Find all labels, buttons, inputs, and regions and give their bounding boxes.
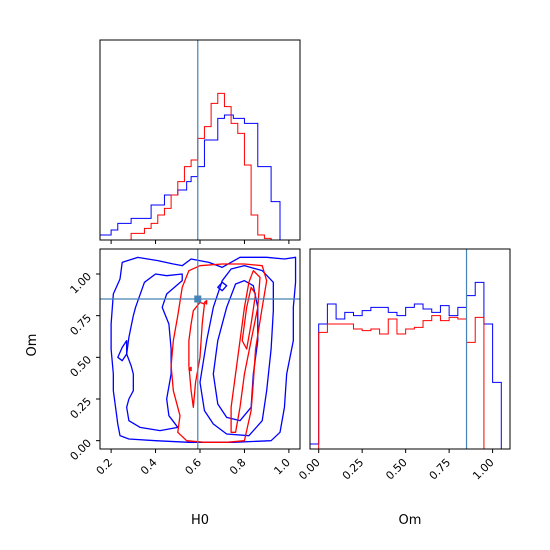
- contour-y-tick-label-4: 1.00: [68, 270, 95, 297]
- x-axis-label-h0: H0: [191, 513, 209, 528]
- om-hist-x-tick-label-2: 0.50: [383, 456, 410, 483]
- y-axis-label-om: Om: [25, 334, 40, 357]
- x-axis-label-om: Om: [399, 513, 422, 528]
- red-contour-9: [241, 286, 257, 350]
- blue-contour-3: [199, 265, 274, 437]
- h0-histogram-frame: [99, 39, 301, 241]
- contour-y-tick-label-2: 0.50: [68, 353, 95, 380]
- red-histogram-series-h0: [100, 92, 300, 241]
- h0-histogram-panel: [99, 39, 301, 244]
- red-contour-10: [188, 366, 192, 372]
- blue-histogram-series-h0: [99, 114, 300, 241]
- blue-contour-2: [117, 340, 128, 362]
- blue-contour-0: [110, 256, 297, 443]
- om-hist-x-tick-label-4: 1.00: [470, 456, 497, 483]
- om-histogram-panel: 0.00 0.25 0.50 0.75 1.00: [296, 248, 511, 483]
- contour-y-tick-label-0: 0.00: [68, 437, 95, 464]
- contour-x-tick-label-2: 0.6: [183, 456, 205, 478]
- contour-y-tick-label-3: 0.75: [68, 312, 95, 339]
- blue-histogram-series-om: [309, 281, 510, 450]
- red-contour-11: [203, 300, 208, 305]
- blue-contour-5: [217, 281, 228, 292]
- contour-x-tick-label-1: 0.4: [138, 456, 160, 478]
- contour-x-tick-label-4: 1.0: [271, 456, 293, 478]
- h0-om-contour-panel: 0.2 0.4 0.6 0.8 1.0 0.00 0.25 0.50 0.75 1.00: [68, 248, 301, 478]
- red-contour-6: [170, 263, 268, 443]
- red-histogram-series-om: [310, 315, 493, 450]
- red-contour-8: [230, 270, 261, 433]
- contour-x-tick-label-0: 0.2: [94, 456, 116, 478]
- red-contour-7: [188, 301, 206, 408]
- om-hist-x-tick-label-1: 0.25: [340, 456, 367, 483]
- om-hist-x-tick-label-3: 0.75: [427, 456, 454, 483]
- contour-y-tick-label-1: 0.25: [68, 395, 95, 422]
- om-hist-x-tick-label-0: 0.00: [296, 456, 323, 483]
- blue-contour-4: [212, 280, 259, 422]
- om-histogram-frame: [309, 248, 511, 450]
- contour-x-tick-label-3: 0.8: [227, 456, 249, 478]
- truth-marker: [194, 295, 202, 303]
- contour-lines-group: [110, 256, 297, 443]
- blue-contour-1: [126, 273, 183, 432]
